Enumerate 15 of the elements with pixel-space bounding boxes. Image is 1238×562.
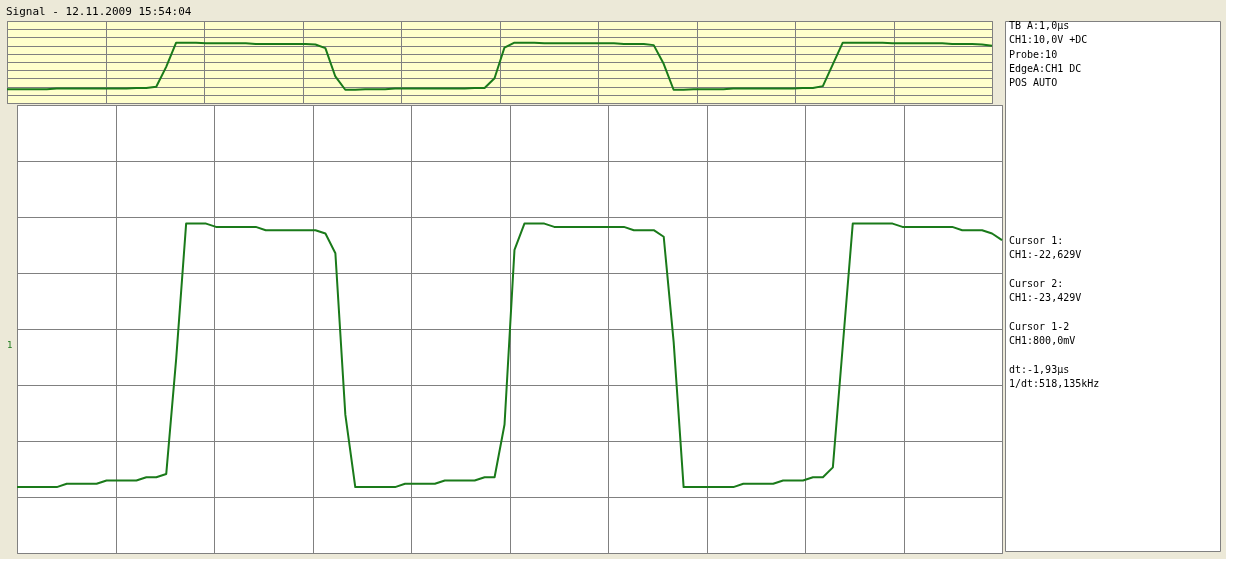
text: Probe:10 [1009, 48, 1058, 60]
text: EdgeA:CH1 DC [1009, 62, 1082, 74]
text: CH1:800,0mV [1009, 335, 1076, 347]
text: CH1:-23,429V [1009, 292, 1082, 304]
text: POS AUTO [1009, 77, 1058, 89]
text: TB A:1,0µs [1009, 20, 1070, 31]
chart-title: Signal - 12.11.2009 15:54:04 [6, 5, 192, 18]
text: Cursor 2: [1009, 277, 1064, 289]
text: CH1:-22,629V [1009, 249, 1082, 261]
text: 1 [7, 340, 13, 350]
text: Cursor 1-2 [1009, 320, 1070, 332]
text: dt:-1,93µs [1009, 363, 1070, 375]
text: CH1:10,0V +DC [1009, 34, 1088, 46]
text: 1/dt:518,135kHz [1009, 378, 1100, 390]
text: Cursor 1: [1009, 234, 1064, 246]
